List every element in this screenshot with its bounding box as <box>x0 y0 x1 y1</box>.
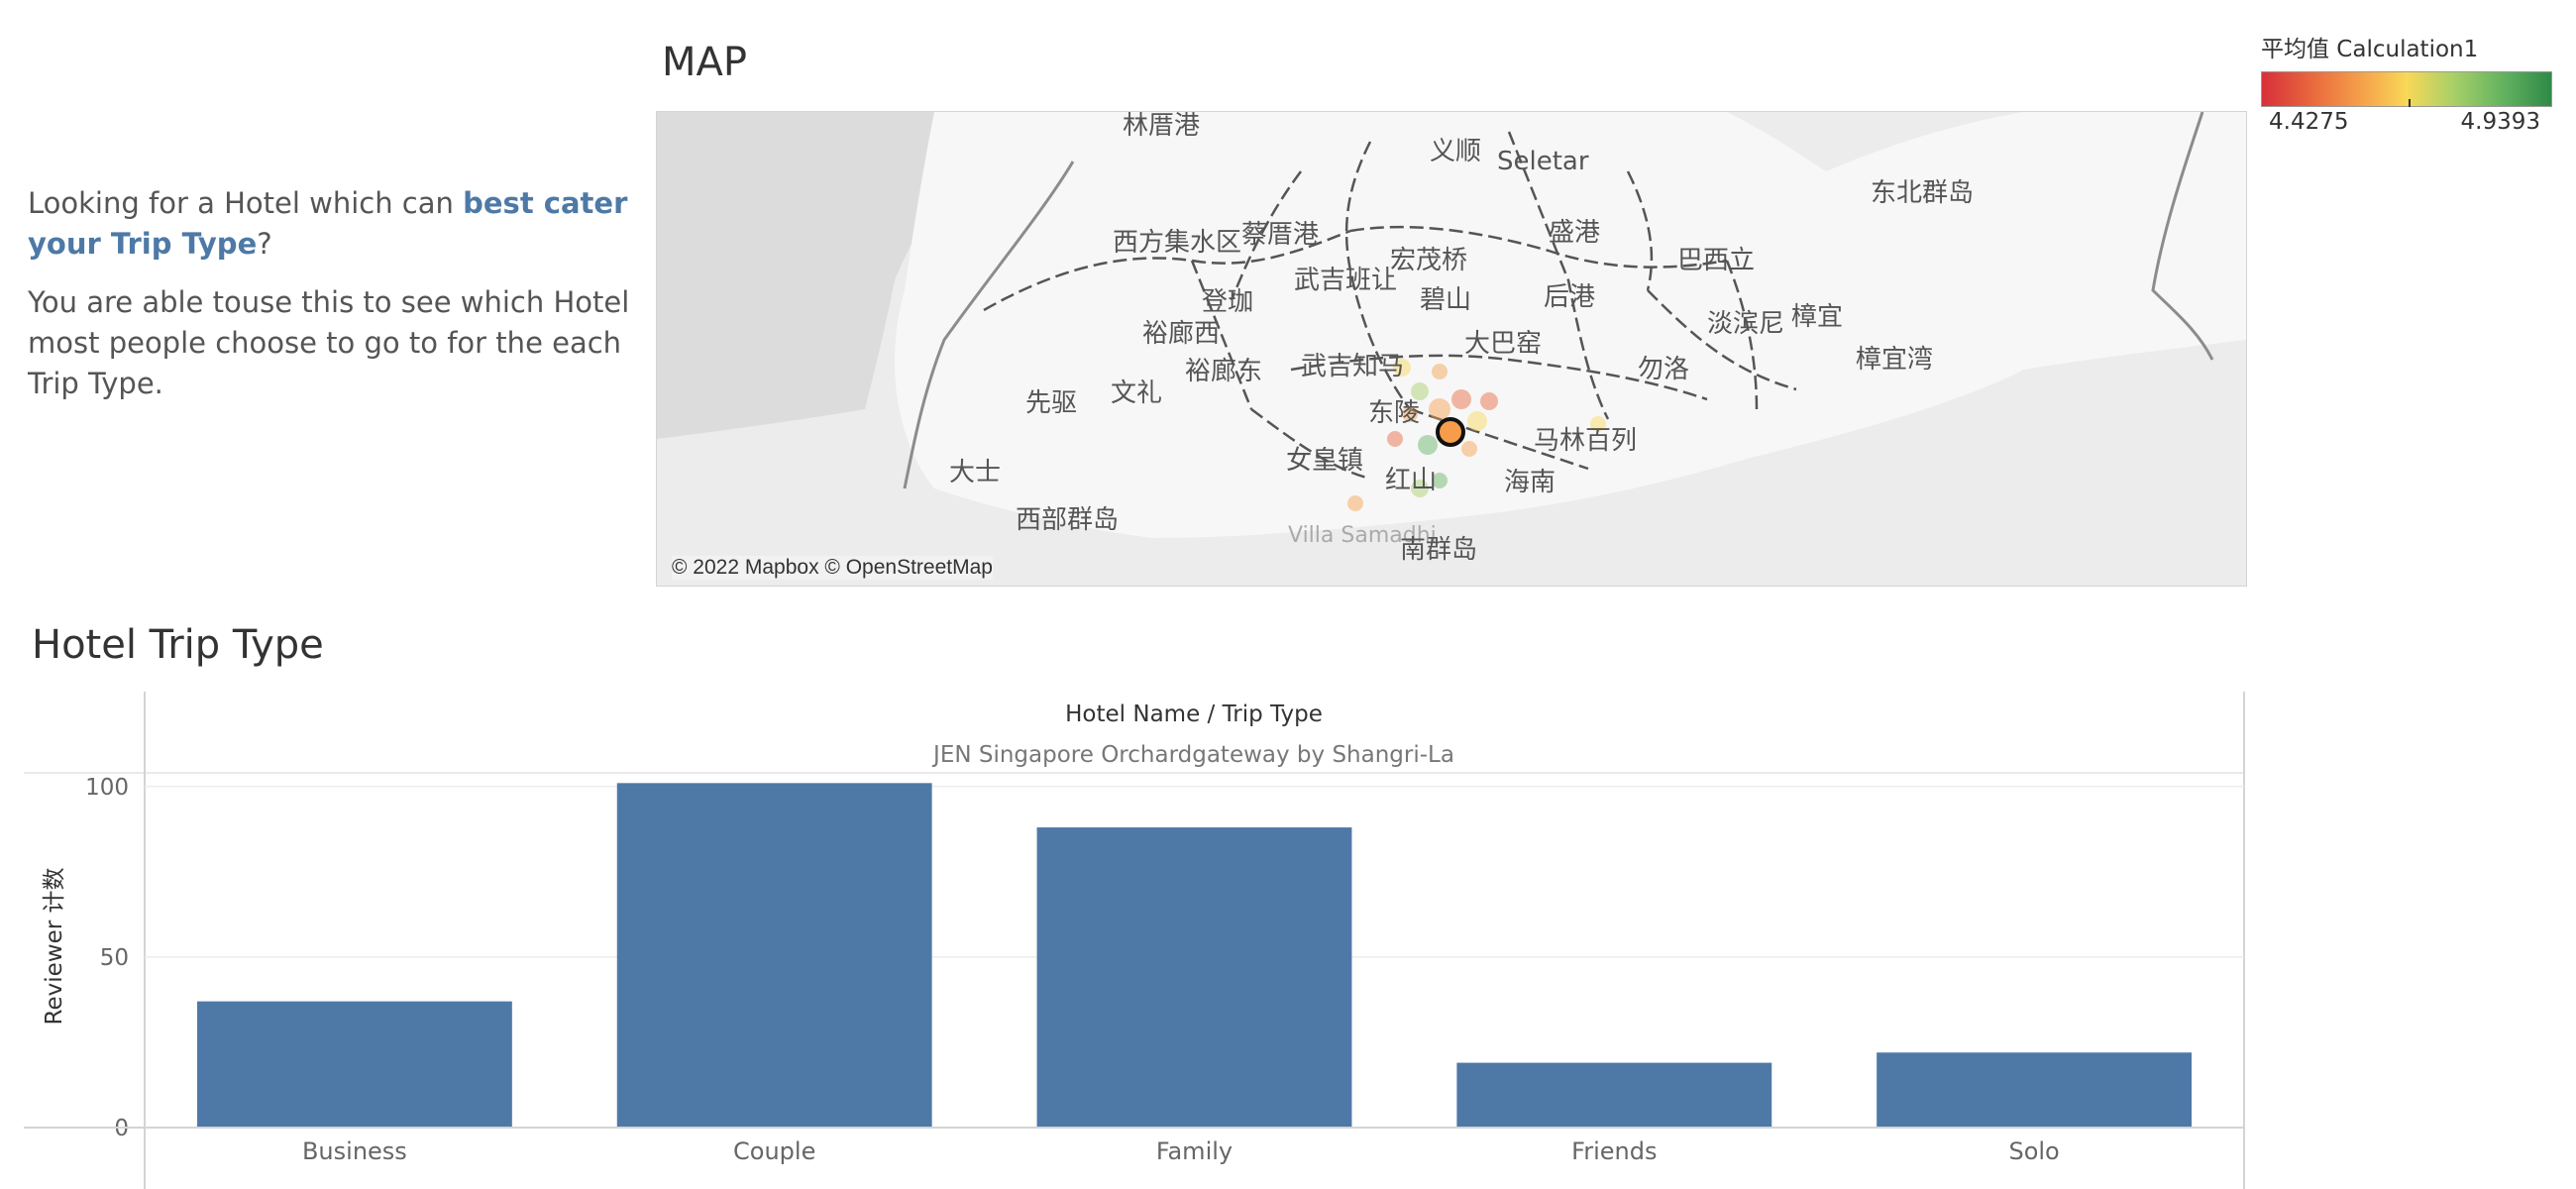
map-place-label: 东北群岛 <box>1871 178 1974 208</box>
bar-chart[interactable]: Hotel Name / Trip Type JEN Singapore Orc… <box>0 684 2576 1189</box>
map-place-label: 武吉班让 <box>1294 266 1397 295</box>
bar-couple[interactable] <box>616 783 932 1128</box>
map-place-label: 义顺 <box>1430 137 1481 166</box>
map-place-label: 南群岛 <box>1400 535 1477 565</box>
color-legend: 平均值 Calculation1 4.4275 4.9393 <box>2261 30 2558 135</box>
map-place-label: 先驱 <box>1025 388 1077 418</box>
map-place-label: 蔡厝港 <box>1241 220 1319 250</box>
legend-gradient-bar <box>2261 71 2552 107</box>
map-place-label: 盛港 <box>1549 218 1600 248</box>
intro-text: Looking for a Hotel which can best cater… <box>28 183 632 422</box>
y-tick-label: 100 <box>85 775 129 801</box>
legend-min-label: 4.4275 <box>2269 109 2349 135</box>
map-place-label: 大士 <box>949 458 1001 487</box>
bar-solo[interactable] <box>1877 1052 2193 1128</box>
legend-max-label: 4.9393 <box>2460 109 2540 135</box>
map-place-label: 后港 <box>1544 282 1595 312</box>
chart-header-title: Hotel Name / Trip Type <box>1065 702 1323 727</box>
map-place-label: 马林百列 <box>1534 426 1637 456</box>
map-place-label: 海南 <box>1504 468 1556 497</box>
map-place-label: 武吉知马 <box>1301 352 1404 381</box>
map-place-label: Seletar <box>1497 147 1589 176</box>
map-place-label: 文礼 <box>1111 378 1162 408</box>
map-place-label: 淡滨尼 <box>1707 309 1784 339</box>
map-place-label: 碧山 <box>1420 285 1471 315</box>
x-category-label: Solo <box>2008 1137 2059 1165</box>
map-place-label: 西方集水区 <box>1113 228 1241 258</box>
map-place-label: 东陵 <box>1368 398 1420 428</box>
intro-line1-prefix: Looking for a Hotel which can <box>28 186 464 220</box>
map-place-label: 西部群岛 <box>1016 505 1119 535</box>
map-place-label: 宏茂桥 <box>1390 246 1467 275</box>
x-category-label: Friends <box>1571 1137 1657 1165</box>
bar-business[interactable] <box>196 1001 512 1128</box>
bar-friends[interactable] <box>1456 1062 1772 1128</box>
map-place-label: 林厝港 <box>1123 112 1200 141</box>
map-place-label: Villa Samadhi <box>1288 523 1437 548</box>
map-place-label: 大巴窑 <box>1464 329 1542 359</box>
map-attribution[interactable]: © 2022 Mapbox © OpenStreetMap <box>672 556 993 580</box>
x-category-label: Business <box>302 1137 407 1165</box>
intro-highlight: best cater your Trip Type <box>28 186 628 261</box>
map-place-label: 樟宜湾 <box>1856 345 1933 375</box>
map-title: MAP <box>662 40 747 85</box>
map-place-label: 巴西立 <box>1677 246 1755 275</box>
x-category-label: Family <box>1156 1137 1233 1165</box>
map-place-label: 登珈 <box>1202 287 1253 317</box>
intro-line1-suffix: ? <box>257 227 272 261</box>
chart-header-subtitle: JEN Singapore Orchardgateway by Shangri-… <box>931 742 1454 768</box>
y-tick-label: 50 <box>100 945 129 971</box>
legend-tick <box>2409 99 2411 107</box>
map-place-label: 裕廊东 <box>1185 357 1262 386</box>
map-place-label: 红山 <box>1385 466 1437 495</box>
intro-description: You are able touse this to see which Hot… <box>28 285 630 400</box>
y-axis-label: Reviewer 计数 <box>42 868 67 1026</box>
x-category-label: Couple <box>733 1137 815 1165</box>
bar-family[interactable] <box>1036 827 1352 1128</box>
map-view[interactable]: 林厝港义顺 Seletar 东北群岛西方集水区 蔡厝港 盛港宏茂桥 巴西立武吉班让登珈 碧山… <box>656 111 2247 587</box>
chart-title: Hotel Trip Type <box>32 622 324 668</box>
selected-hotel-marker <box>1436 417 1465 447</box>
map-place-label: 裕廊西 <box>1142 319 1220 349</box>
legend-title: 平均值 Calculation1 <box>2261 37 2479 62</box>
intro-question: Looking for a Hotel which can best cater… <box>28 183 632 265</box>
map-place-label: 勿洛 <box>1638 355 1689 384</box>
map-place-label: 樟宜 <box>1791 302 1843 332</box>
map-place-label: 女皇镇 <box>1286 446 1363 476</box>
